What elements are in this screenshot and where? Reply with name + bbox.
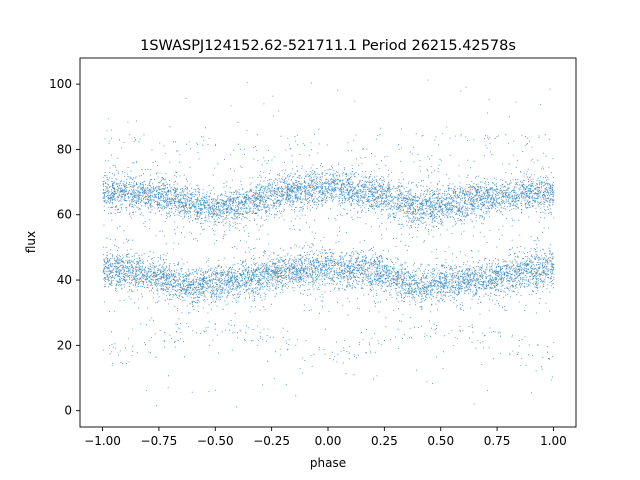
y-tick-label: 20 — [57, 338, 72, 352]
x-axis-ticks: −1.00 −0.75 −0.50 −0.25 0.00 0.25 0.50 0.75 1.00 — [84, 427, 567, 448]
x-tick-label: 0.75 — [484, 434, 511, 448]
x-tick-label: −0.75 — [141, 434, 178, 448]
x-tick-label: −0.50 — [197, 434, 234, 448]
y-tick-label: 100 — [49, 77, 72, 91]
y-tick-label: 40 — [57, 273, 72, 287]
x-tick-label: 0.00 — [315, 434, 342, 448]
x-axis-label: phase — [310, 456, 346, 470]
y-axis-ticks: 0 20 40 60 80 100 — [49, 77, 80, 418]
x-tick-label: −0.25 — [253, 434, 290, 448]
y-axis-label: flux — [24, 231, 38, 253]
x-tick-label: 1.00 — [540, 434, 567, 448]
x-tick-label: −1.00 — [84, 434, 121, 448]
y-tick-label: 80 — [57, 142, 72, 156]
x-tick-label: 0.50 — [427, 434, 454, 448]
y-tick-label: 0 — [64, 404, 72, 418]
y-tick-label: 60 — [57, 208, 72, 222]
chart-title: 1SWASPJ124152.62-521711.1 Period 26215.4… — [140, 38, 516, 54]
x-tick-label: 0.25 — [371, 434, 398, 448]
